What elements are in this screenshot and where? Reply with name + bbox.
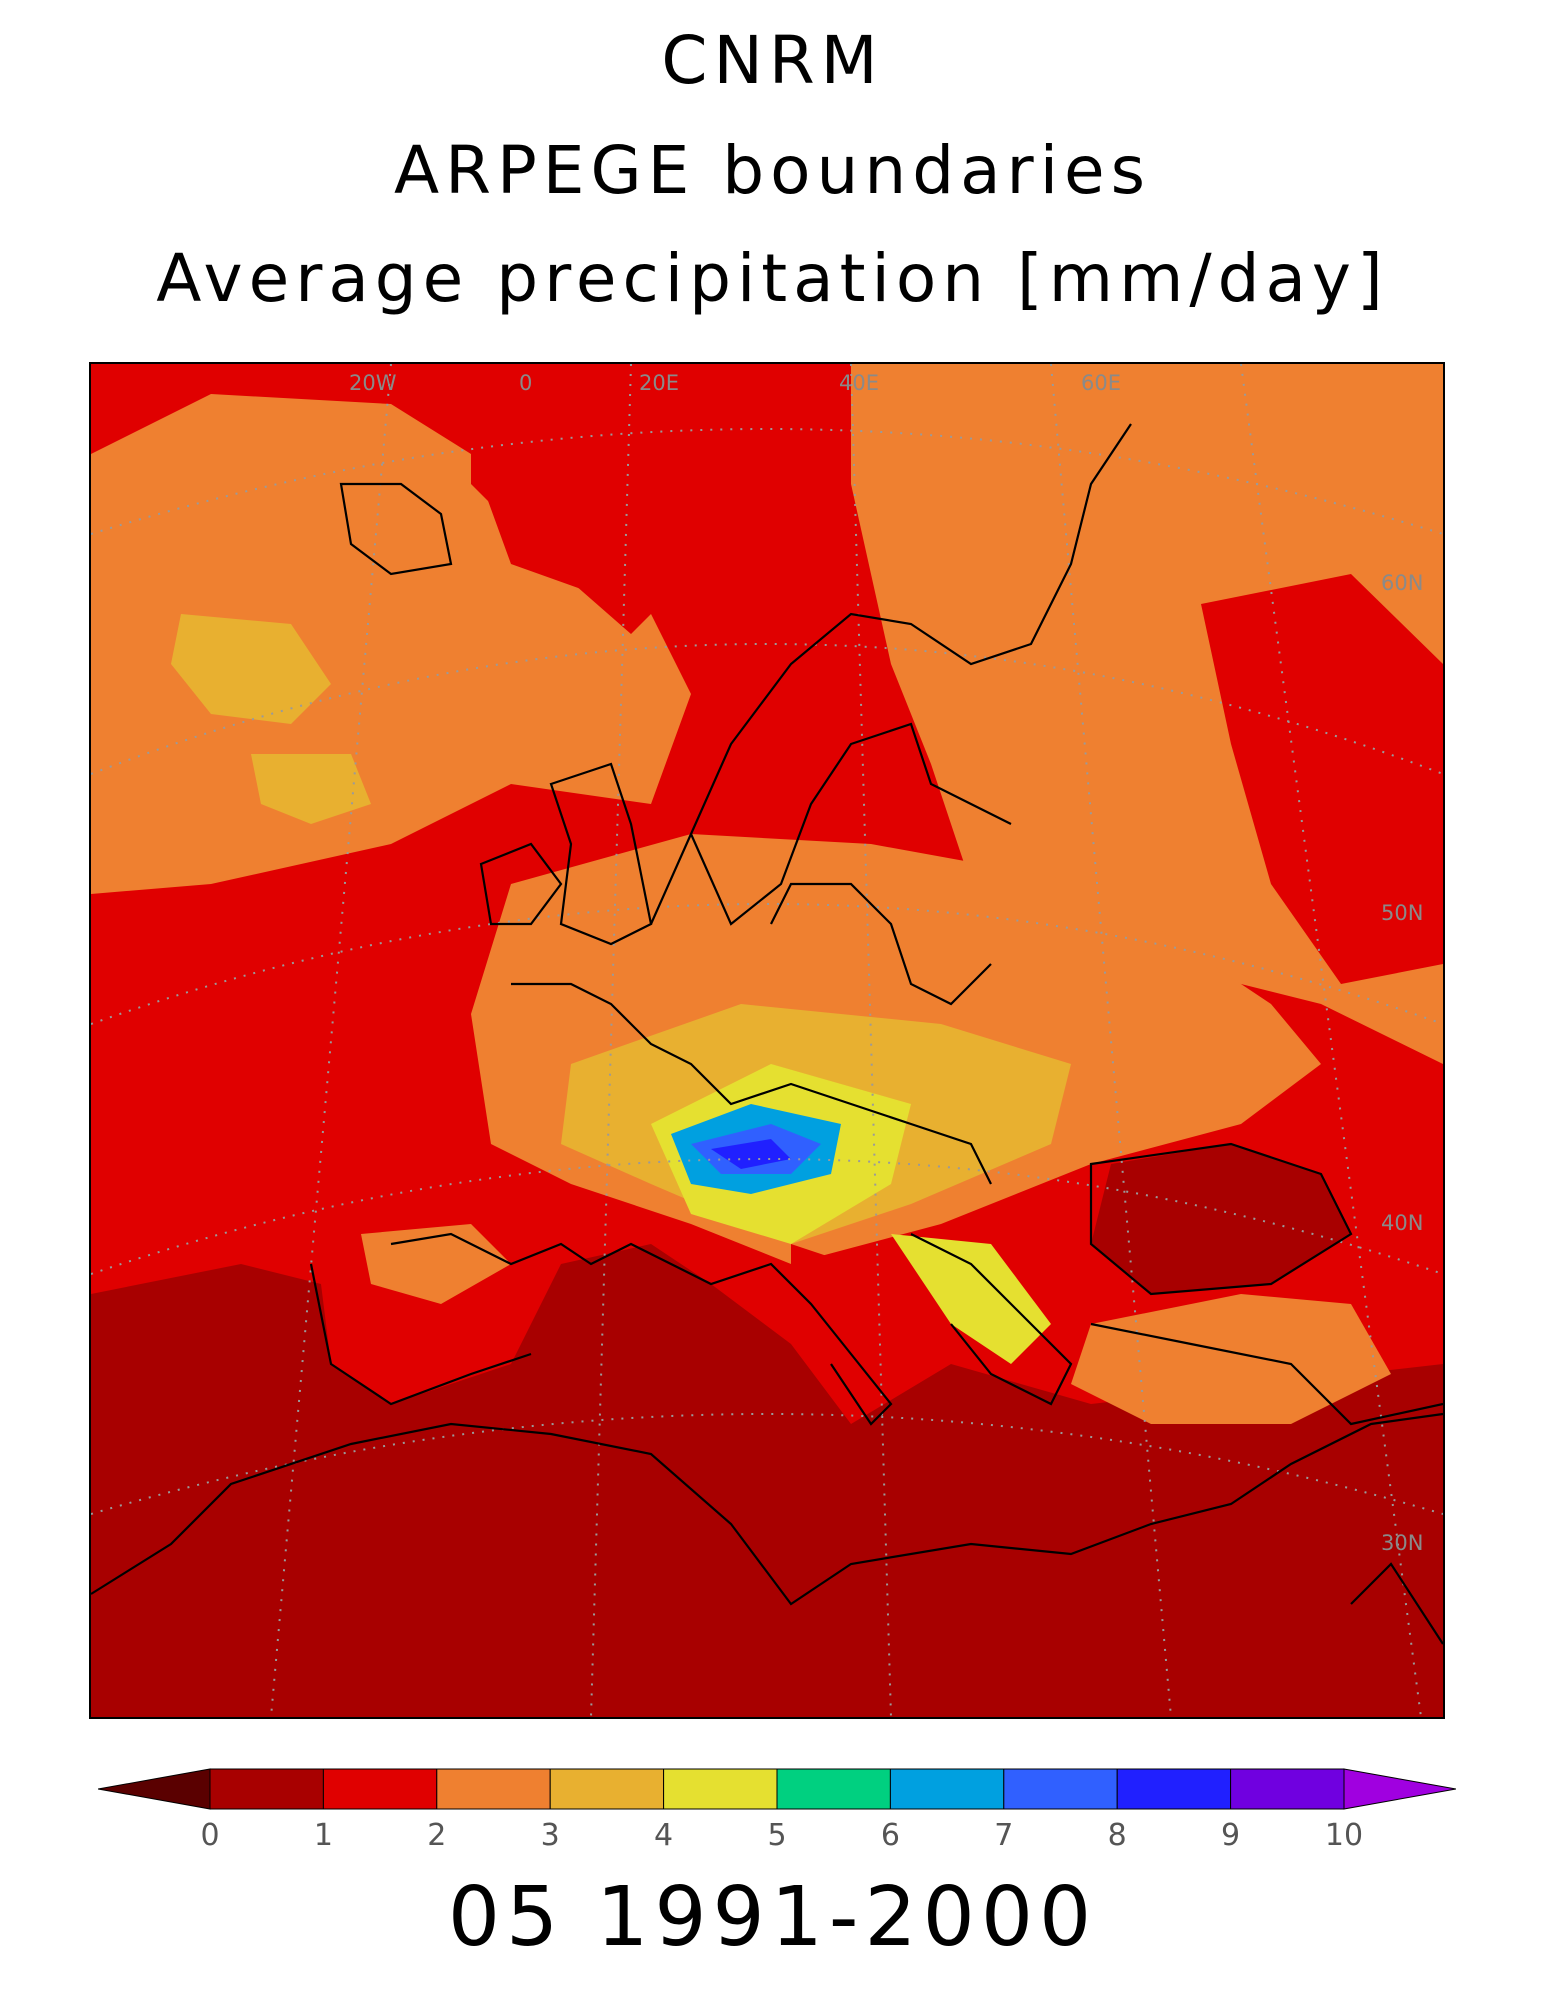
colorbar-tick-label: 1 <box>313 1818 333 1853</box>
precipitation-map: 20W 0 20E 40E 60E 60N 50N 40N 30N <box>89 362 1445 1719</box>
colorbar-under-arrow <box>98 1768 211 1810</box>
map-canvas: 20W 0 20E 40E 60E 60N 50N 40N 30N <box>91 364 1443 1717</box>
colorbar-cell <box>1230 1768 1345 1810</box>
colorbar-cell <box>209 1768 324 1810</box>
field-atlantic-light-orange-2 <box>251 754 371 824</box>
field-alps-deep-blue <box>711 1139 791 1169</box>
colorbar-cell <box>549 1768 665 1810</box>
field-black-sea <box>1091 1144 1351 1294</box>
field-turkey-orange <box>1071 1294 1391 1424</box>
field-russia-red <box>1201 574 1443 984</box>
lat-label-50n: 50N <box>1381 901 1423 925</box>
colorbar-cell <box>1003 1768 1118 1810</box>
colorbar-tick-label: 0 <box>200 1818 220 1853</box>
colorbar-cell <box>776 1768 891 1810</box>
colorbar-cell <box>1116 1768 1232 1810</box>
lat-label-60n: 60N <box>1381 571 1423 595</box>
colorbar-tick-label: 3 <box>540 1818 560 1853</box>
field-italy-red <box>791 1244 921 1404</box>
colorbar-tick-label: 6 <box>880 1818 900 1853</box>
period-label: 05 1991-2000 <box>447 1870 1098 1965</box>
lon-label-20w: 20W <box>349 371 397 395</box>
title-line-3: Average precipitation [mm/day] <box>156 240 1389 317</box>
field-atlantic-light-orange <box>171 614 331 724</box>
colorbar-tick-label: 8 <box>1107 1818 1127 1853</box>
lat-label-40n: 40N <box>1381 1211 1423 1235</box>
graticule <box>91 364 1443 1717</box>
colorbar-tick-label: 5 <box>767 1818 787 1853</box>
coastlines <box>91 423 1443 1645</box>
title-line-2: ARPEGE boundaries <box>393 132 1152 209</box>
colorbar-over-arrow <box>1343 1768 1456 1810</box>
title-line-1: CNRM <box>661 22 884 99</box>
colorbar-cell <box>436 1768 551 1810</box>
lat-label-30n: 30N <box>1381 1531 1423 1555</box>
colorbar-tick-label: 9 <box>1221 1818 1241 1853</box>
colorbar-tick-label: 4 <box>654 1818 674 1853</box>
colorbar-tick-label: 2 <box>427 1818 447 1853</box>
field-iberia-orange <box>361 1224 511 1304</box>
lon-label-60e: 60E <box>1081 371 1121 395</box>
colorbar <box>98 1768 1456 1810</box>
colorbar-tick-label: 7 <box>994 1818 1014 1853</box>
field-norwegian-red <box>471 364 851 634</box>
colorbar-tick-label: 10 <box>1324 1818 1364 1853</box>
lon-label-40e: 40E <box>839 371 879 395</box>
field-balkans-yellow <box>891 1234 1051 1364</box>
colorbar-cells <box>98 1768 1456 1810</box>
colorbar-cell <box>889 1768 1005 1810</box>
colorbar-cell <box>322 1768 438 1810</box>
field-south-dark-red <box>91 1244 1443 1717</box>
lon-label-20e: 20E <box>639 371 679 395</box>
field-atlantic-orange <box>91 394 691 894</box>
lon-label-0: 0 <box>519 371 532 395</box>
colorbar-cell <box>663 1768 778 1810</box>
